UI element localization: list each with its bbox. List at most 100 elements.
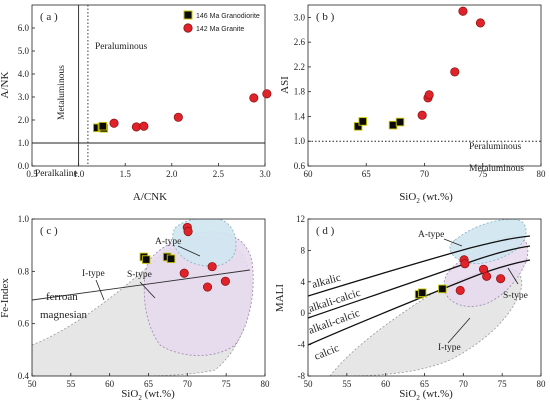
- panel-a-points: [92, 89, 272, 133]
- granite-point: [455, 285, 465, 295]
- granite-point: [179, 268, 189, 278]
- granite-point: [262, 89, 272, 99]
- arrow-s-type-d: [507, 267, 519, 285]
- y-tick-label: 2.6: [294, 37, 306, 47]
- granodiorite-point: [166, 254, 176, 264]
- x-tick-label: 1.5: [120, 169, 132, 179]
- x-tick-label: 60: [304, 169, 314, 179]
- field-label-alkalic: alkalic: [311, 272, 343, 291]
- legend-label-granodiorite: 146 Ma Granodiorite: [196, 13, 260, 20]
- y-tick-label: 4.0: [18, 69, 30, 79]
- arrow-s-type-c: [139, 281, 156, 299]
- field-label-calcic: calcic: [313, 342, 341, 363]
- panel-a-label: ( a ): [40, 11, 58, 23]
- x-tick-label: 65: [144, 379, 154, 389]
- y-tick-label: 2.2: [294, 62, 305, 72]
- y-tick-label: 6.0: [18, 23, 30, 33]
- granite-point: [139, 121, 149, 131]
- field-label-peralkaline: Peralkaline: [35, 169, 78, 179]
- panel-b: ( b ) Peraluminous Metaluminous 60 65 70 75…: [279, 4, 546, 205]
- field-label-metaluminous-b: Metaluminous: [469, 164, 524, 174]
- panel-a-xlabel: A/CNK: [133, 191, 167, 203]
- panel-d-points: [414, 255, 506, 299]
- granite-point: [207, 262, 217, 272]
- x-tick-label: 50: [304, 379, 314, 389]
- y-tick-label: 1.4: [294, 111, 306, 121]
- arrow-a-type-d: [443, 238, 463, 247]
- granodiorite-point: [388, 120, 398, 130]
- x-tick-label: 70: [183, 379, 193, 389]
- panel-b-label: ( b ): [316, 11, 335, 23]
- field-label-s-type-c: S-type: [127, 270, 152, 280]
- x-tick-label: 60: [381, 379, 391, 389]
- panel-c-xlabel: SiO2 (wt.%): [121, 388, 175, 402]
- granodiorite-point: [358, 117, 368, 126]
- x-tick-label: 60: [105, 379, 115, 389]
- x-tick-label: 70: [420, 169, 430, 179]
- y-tick-label: 0.6: [294, 161, 306, 171]
- x-tick-label: 75: [222, 379, 232, 389]
- y-tick-label: 2.0: [18, 115, 30, 125]
- y-tick-label: 1.0: [18, 214, 30, 224]
- y-tick-label: 12: [296, 214, 305, 224]
- field-label-i-type-d: I-type: [438, 343, 461, 353]
- x-tick-label: 55: [342, 379, 352, 389]
- y-tick-label: 1.0: [18, 138, 30, 148]
- granite-point: [109, 118, 119, 128]
- y-tick-label: 8: [301, 245, 306, 255]
- panel-c-ticks: 50 55 60 65 70 75 80 0.4 0.6 0.8 1.0: [18, 214, 270, 389]
- x-tick-label: 80: [537, 169, 547, 179]
- arrow-i-type-d: [447, 317, 471, 344]
- panel-b-ylabel: ASI: [279, 76, 291, 94]
- granite-point: [424, 90, 434, 100]
- panel-c: ( c ) A-type S-type I-type ferroan magne…: [0, 214, 270, 402]
- arrow-i-type-c: [95, 279, 105, 301]
- y-tick-label: 0.4: [18, 371, 30, 381]
- panel-d: ( d ) A-type S-type I-type alkalic alkal…: [274, 214, 546, 402]
- x-tick-label: 2.0: [166, 169, 178, 179]
- panel-d-fields: [308, 219, 531, 376]
- x-tick-label: 1.0: [73, 169, 85, 179]
- granodiorite-point: [395, 117, 405, 127]
- panel-b-points: [353, 6, 485, 131]
- granodiorite-point: [353, 122, 363, 131]
- panel-a-ylabel: A/NK: [0, 72, 11, 99]
- panel-d-ticks: 50 55 60 65 70 75 80 -8 -4 0 4 8 12: [296, 214, 546, 389]
- field-label-ferroan: ferroan: [46, 291, 78, 303]
- field-label-peraluminous-b: Peraluminous: [469, 142, 522, 152]
- field-label-magnesian: magnesian: [40, 309, 88, 321]
- granite-point: [202, 282, 213, 292]
- y-tick-label: 5.0: [18, 46, 30, 56]
- panel-c-ylabel: Fe-Index: [0, 278, 11, 318]
- panel-a: ( a ) Peraluminous Metaluminous Peralkal…: [0, 4, 272, 203]
- granite-point: [249, 93, 259, 103]
- panel-b-ticks: 60 65 70 75 80 0.6 1.0 1.4 1.8 2.2 2.6 3.0: [294, 12, 546, 179]
- granite-point: [460, 259, 470, 269]
- granite-point: [131, 122, 141, 132]
- legend-square-marker: [183, 10, 193, 20]
- panel-d-xlabel: SiO2 (wt.%): [399, 388, 453, 402]
- x-tick-label: 75: [498, 379, 508, 389]
- arrow-a-type-c: [177, 245, 201, 257]
- panel-d-label: ( d ): [316, 225, 335, 237]
- panel-d-ylabel: MALI: [274, 284, 286, 312]
- panel-b-xlabel: SiO2 (wt.%): [399, 191, 453, 205]
- granodiorite-point: [98, 121, 108, 131]
- x-tick-label: 55: [66, 379, 76, 389]
- x-tick-label: 50: [28, 379, 38, 389]
- x-tick-label: 2.5: [213, 169, 225, 179]
- x-tick-label: 65: [420, 379, 430, 389]
- panel-c-label: ( c ): [40, 225, 58, 237]
- granite-point: [482, 271, 492, 281]
- field-label-peraluminous: Peraluminous: [95, 42, 148, 52]
- x-tick-label: 65: [362, 169, 372, 179]
- granodiorite-point: [417, 288, 427, 298]
- y-tick-label: 1.0: [294, 136, 306, 146]
- y-tick-label: 0.0: [18, 161, 30, 171]
- y-tick-label: 0.8: [18, 266, 30, 276]
- granite-point: [220, 276, 230, 286]
- boundary-alkali-calcic: [308, 245, 531, 319]
- field-label-s-type-d: S-type: [503, 291, 528, 301]
- granodiorite-point: [438, 284, 447, 294]
